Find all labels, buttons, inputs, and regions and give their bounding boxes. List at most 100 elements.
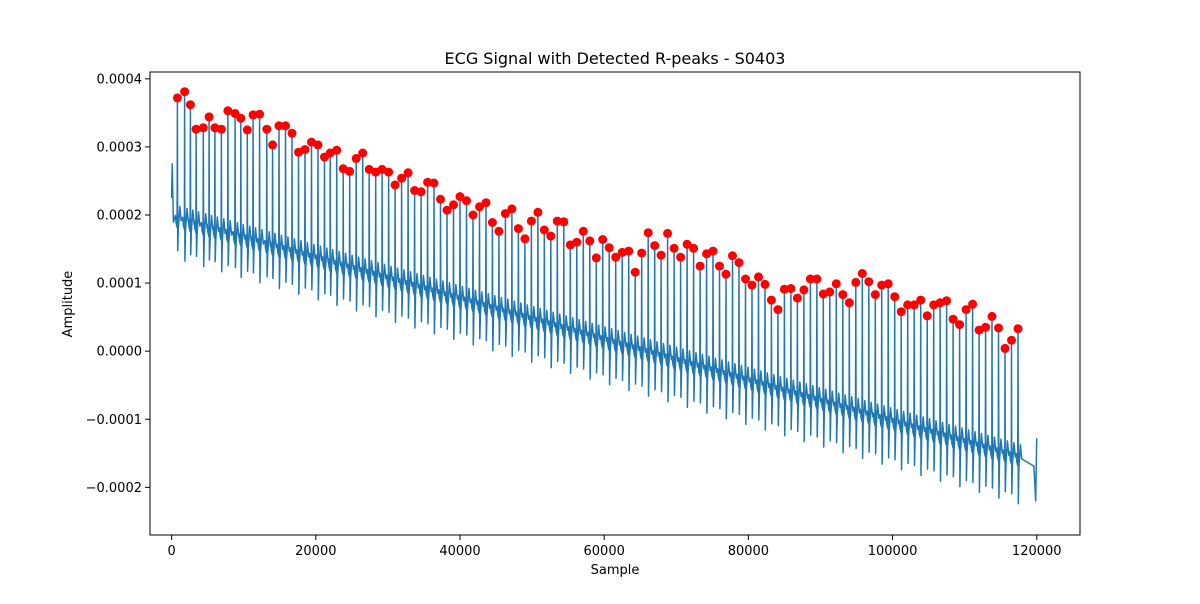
r-peak-marker: [552, 216, 562, 226]
r-peak-marker: [734, 258, 744, 268]
plot-frame: [149, 71, 1081, 536]
x-tick-label: 60000: [584, 544, 625, 559]
r-peak-marker: [1007, 335, 1016, 345]
r-peak-marker: [274, 121, 284, 131]
r-peak-marker: [643, 228, 653, 238]
r-peak-marker: [585, 236, 595, 246]
y-tick-label: 0.0000: [97, 345, 143, 360]
r-peak-marker: [689, 243, 699, 253]
r-peak-marker: [429, 178, 439, 188]
r-peak-marker: [242, 125, 252, 135]
r-peak-marker: [332, 145, 342, 155]
r-peak-marker: [669, 243, 679, 253]
r-peak-marker: [455, 192, 465, 202]
r-peak-marker: [981, 322, 991, 332]
r-peak-marker: [695, 261, 705, 271]
r-peak-marker: [728, 251, 737, 261]
r-peak-marker: [526, 216, 536, 226]
r-peak-marker: [676, 252, 686, 262]
r-peak-marker: [773, 305, 783, 315]
r-peak-marker: [255, 109, 265, 119]
r-peak-marker: [766, 295, 776, 305]
r-peak-marker: [747, 280, 757, 290]
r-peak-marker: [268, 140, 278, 150]
y-tick-label: −0.0002: [86, 481, 142, 496]
r-peak-marker: [185, 100, 195, 110]
r-peak-marker: [533, 207, 543, 217]
r-peak-marker: [281, 121, 290, 131]
y-tick-label: 0.0002: [97, 208, 143, 223]
r-peak-marker: [345, 166, 355, 176]
r-peak-marker: [708, 246, 718, 256]
r-peak-marker: [1000, 343, 1010, 353]
x-tick-label: 80000: [728, 544, 769, 559]
r-peak-marker: [313, 140, 323, 150]
x-tick-label: 100000: [868, 544, 918, 559]
r-peak-marker: [760, 279, 770, 289]
r-peak-marker: [358, 148, 368, 158]
plot-area: [170, 87, 1038, 505]
x-axis-label: Sample: [591, 563, 640, 578]
x-tick-label: 20000: [295, 544, 336, 559]
r-peak-marker: [287, 128, 297, 138]
r-peak-marker: [449, 200, 458, 210]
r-peak-marker: [987, 311, 997, 321]
r-peak-marker: [903, 300, 913, 310]
r-peak-marker: [539, 225, 549, 235]
r-peak-marker: [578, 226, 588, 236]
r-peak-marker: [500, 209, 510, 219]
r-peak-marker: [468, 210, 478, 220]
r-peak-marker: [198, 123, 208, 133]
r-peak-marker: [403, 168, 413, 178]
x-tick-label: 40000: [439, 544, 480, 559]
r-peak-marker: [236, 113, 246, 123]
r-peak-marker: [604, 243, 614, 253]
r-peak-marker: [792, 293, 802, 303]
y-tick-label: 0.0001: [97, 277, 143, 292]
r-peak-marker: [656, 250, 666, 260]
r-peak-marker: [961, 305, 971, 315]
r-peak-marker: [180, 87, 190, 97]
r-peak-marker: [650, 241, 660, 251]
r-peak-marker: [397, 173, 407, 183]
y-tick-label: −0.0001: [86, 413, 142, 428]
axes: 0 20000 40000 60000 80000 100000 120000 −0.0002…: [86, 71, 1081, 559]
r-peak-marker: [948, 314, 958, 324]
r-peak-marker: [611, 252, 621, 262]
r-peak-marker: [351, 154, 361, 163]
r-peak-marker: [805, 274, 815, 284]
r-peak-marker: [831, 279, 841, 289]
r-peak-marker: [916, 295, 926, 305]
r-peak-marker: [262, 124, 272, 134]
r-peak-marker: [955, 320, 965, 330]
r-peak-marker: [838, 290, 848, 300]
r-peak-marker: [462, 196, 471, 206]
r-peak-marker: [896, 307, 906, 317]
r-peak-marker: [630, 267, 640, 277]
r-peak-marker: [890, 292, 900, 302]
r-peak-marker: [494, 226, 504, 236]
r-peak-marker: [715, 261, 724, 271]
r-peak-marker: [248, 110, 258, 120]
r-peak-marker: [172, 93, 182, 103]
r-peak-marker: [922, 311, 932, 321]
x-tick-label: 120000: [1012, 544, 1062, 559]
r-peak-marker: [624, 246, 634, 256]
r-peak-marker: [857, 269, 867, 278]
r-peak-marker: [216, 124, 226, 134]
x-tick-label: 0: [167, 544, 175, 559]
r-peak-marker: [300, 145, 310, 155]
r-peak-marker: [682, 239, 692, 249]
y-axis-label: Amplitude: [61, 271, 76, 338]
r-peak-marker: [598, 235, 608, 244]
y-tick-label: 0.0003: [97, 140, 143, 155]
r-peak-marker: [942, 296, 952, 306]
r-peak-marker: [721, 269, 731, 279]
r-peak-marker: [870, 290, 880, 300]
r-peak-marker: [799, 285, 809, 295]
r-peak-marker: [864, 277, 874, 287]
r-peak-marker: [812, 274, 822, 284]
r-peak-marker: [786, 284, 796, 293]
